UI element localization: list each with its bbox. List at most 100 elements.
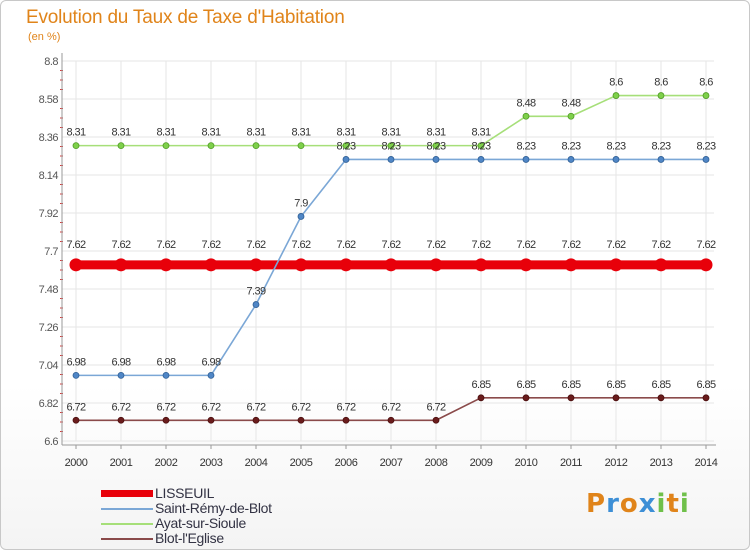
data-label: 8.31 [471, 127, 490, 139]
data-label: 7.62 [561, 239, 580, 251]
x-tick-label: 2010 [515, 457, 538, 469]
y-tick-label: 6.82 [39, 398, 59, 410]
data-point [342, 156, 350, 163]
data-label: 8.31 [336, 127, 355, 139]
x-tick-label: 2009 [470, 457, 493, 469]
data-point [342, 142, 350, 150]
data-point [69, 258, 83, 272]
data-label: 6.72 [291, 401, 310, 413]
data-point [387, 416, 395, 424]
data-point [294, 258, 308, 272]
data-point [612, 394, 620, 402]
data-point [432, 142, 440, 150]
legend-swatch-lisseuil [101, 490, 153, 497]
data-point [612, 156, 620, 163]
data-point [519, 258, 533, 272]
data-label: 8.31 [246, 127, 265, 139]
data-point [72, 371, 80, 379]
y-tick-label: 6.6 [44, 436, 58, 448]
data-point [474, 258, 488, 272]
y-tick-label: 8.14 [39, 170, 59, 182]
data-point [657, 156, 665, 163]
data-point [207, 371, 215, 379]
data-point [432, 156, 440, 163]
data-point [477, 156, 485, 163]
data-point [72, 416, 80, 424]
data-point [159, 258, 173, 272]
data-label: 8.23 [426, 140, 445, 152]
data-label: 8.31 [156, 127, 175, 139]
data-point [297, 213, 305, 220]
data-point [387, 156, 395, 163]
data-point [297, 142, 305, 150]
x-tick-label: 2002 [155, 457, 178, 469]
data-label: 8.23 [336, 140, 355, 152]
data-label: 7.62 [336, 239, 355, 251]
data-point [207, 142, 215, 150]
data-label: 8.6 [699, 77, 713, 89]
data-label: 6.85 [561, 379, 580, 391]
data-point [252, 142, 260, 150]
data-point [657, 92, 665, 99]
y-tick-label: 8.8 [44, 56, 58, 68]
data-label: 6.72 [246, 401, 265, 413]
data-point [384, 258, 398, 272]
data-label: 7.62 [651, 239, 670, 251]
data-point [207, 416, 215, 424]
data-label: 8.6 [609, 77, 623, 89]
x-tick-label: 2005 [290, 457, 313, 469]
logo-letter: x [638, 489, 657, 519]
data-label: 6.72 [336, 401, 355, 413]
data-label: 6.98 [111, 356, 130, 368]
logo-letter: r [606, 489, 620, 519]
legend-swatch-ayat-sur-sioule [101, 523, 153, 525]
data-label: 7.62 [156, 239, 175, 251]
data-label: 8.23 [516, 140, 535, 152]
data-label: 7.62 [516, 239, 535, 251]
x-tick-label: 2003 [200, 457, 223, 469]
data-label: 8.31 [111, 127, 130, 139]
y-tick-label: 7.92 [39, 208, 59, 220]
y-tick-label: 7.26 [39, 322, 59, 334]
data-point [564, 258, 578, 272]
data-label: 6.72 [66, 401, 85, 413]
x-tick-label: 2004 [245, 457, 268, 469]
data-label: 6.85 [651, 379, 670, 391]
logo-letter: i [656, 489, 667, 519]
data-point [702, 156, 710, 163]
x-tick-label: 2001 [110, 457, 133, 469]
x-tick-label: 2000 [65, 457, 88, 469]
logo-letter: P [586, 489, 607, 519]
x-tick-label: 2011 [560, 457, 582, 469]
data-point [114, 258, 128, 272]
data-point [567, 394, 575, 402]
data-label: 6.85 [696, 379, 715, 391]
x-tick-label: 2012 [605, 457, 628, 469]
data-label: 7.62 [696, 239, 715, 251]
data-point [702, 92, 710, 99]
data-label: 7.62 [606, 239, 625, 251]
x-tick-label: 2014 [695, 457, 718, 469]
data-point [657, 394, 665, 402]
data-label: 6.98 [66, 356, 85, 368]
data-label: 8.23 [381, 140, 400, 152]
data-label: 7.62 [111, 239, 130, 251]
data-label: 6.72 [426, 401, 445, 413]
data-point [702, 394, 710, 402]
data-label: 6.72 [111, 401, 130, 413]
y-tick-label: 8.58 [39, 94, 59, 106]
data-label: 6.72 [156, 401, 175, 413]
data-label: 8.23 [471, 140, 490, 152]
data-point [432, 416, 440, 424]
chart-title: Evolution du Taux de Taxe d'Habitation [26, 7, 345, 28]
x-tick-label: 2013 [650, 457, 673, 469]
data-label: 7.62 [381, 239, 400, 251]
data-point [522, 112, 530, 120]
data-point [252, 416, 260, 424]
data-point [477, 394, 485, 402]
x-tick-label: 2007 [380, 457, 403, 469]
data-label: 7.62 [426, 239, 445, 251]
data-point [609, 258, 623, 272]
data-point [522, 394, 530, 402]
